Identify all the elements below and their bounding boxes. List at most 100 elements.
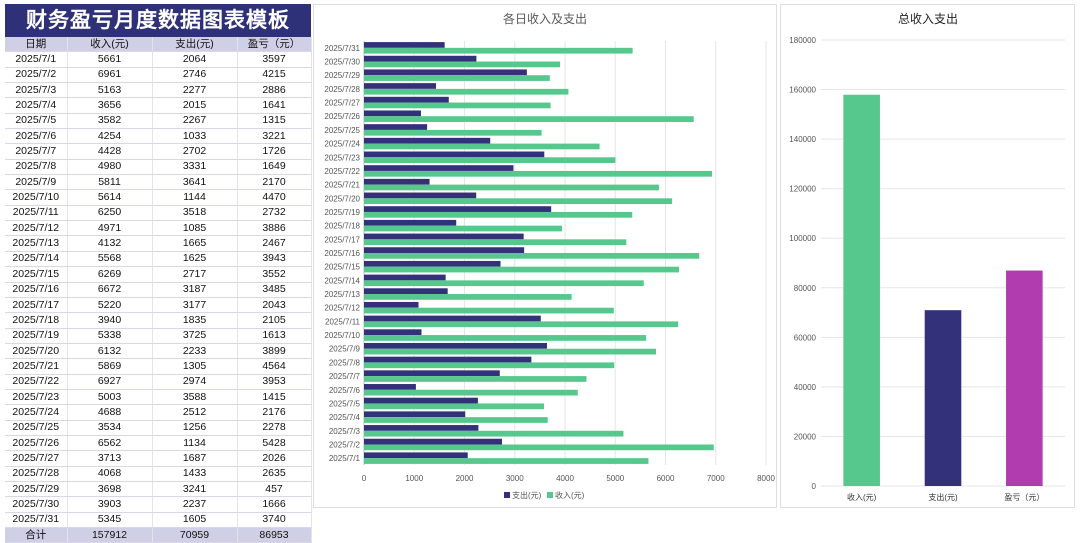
income-bar [364, 266, 680, 273]
category-label: 2025/7/7 [329, 372, 361, 381]
income-bar [364, 430, 624, 437]
table-cell: 3886 [237, 220, 312, 237]
table-row: 2025/7/28 4068 1433 2635 [5, 466, 312, 482]
table-cell: 4980 [67, 159, 153, 176]
table-cell: 1315 [237, 113, 312, 130]
y-tick-label: 80000 [794, 284, 817, 293]
table-cell: 4688 [67, 404, 153, 421]
table-row: 2025/7/13 4132 1665 2467 [5, 235, 312, 252]
y-tick-label: 160000 [789, 86, 816, 95]
table-cell: 1085 [152, 220, 238, 237]
daily-income-expense-chart: 各日收入及支出 2025/7/1 2025/7/2 2025/7/3 2025/7/4… [313, 4, 777, 508]
table-cell: 5614 [67, 189, 153, 206]
table-cell: 2025/7/11 [5, 205, 68, 222]
x-tick-label: 2000 [456, 474, 474, 483]
table-row: 2025/7/5 3582 2267 1315 [5, 113, 312, 130]
category-label: 2025/7/31 [324, 44, 360, 53]
table-cell: 2025/7/3 [5, 82, 68, 99]
table-cell: 3241 [152, 481, 238, 498]
table-row: 2025/7/10 5614 1144 4470 [5, 189, 312, 206]
y-tick-label: 180000 [789, 36, 816, 45]
table-cell: 2025/7/8 [5, 159, 68, 176]
expense-bar [364, 219, 457, 226]
table-cell: 2025/7/24 [5, 404, 68, 421]
table-row: 2025/7/21 5869 1305 4564 [5, 358, 312, 375]
total-bar [924, 310, 962, 486]
table-cell: 3582 [67, 113, 153, 130]
table-cell: 1665 [152, 235, 238, 252]
table-cell: 6269 [67, 266, 153, 283]
table-cell: 5811 [67, 174, 153, 191]
table-cell: 2064 [152, 51, 238, 68]
table-row: 2025/7/9 5811 3641 2170 [5, 174, 312, 191]
x-tick-label: 5000 [606, 474, 624, 483]
table-cell: 3903 [67, 496, 153, 513]
table-cell: 3656 [67, 97, 153, 114]
table-cell: 1415 [237, 389, 312, 406]
data-table-panel: 财务盈亏月度数据图表模板 日期 收入(元) 支出(元) 盈亏（元） 2025/7/1 5… [5, 4, 312, 543]
category-label: 2025/7/2 [329, 440, 361, 449]
total-income-expense-svg: 总收入支出 0 20000 40000 60000 80000 100000 120000 1… [789, 12, 1065, 502]
table-cell: 2025/7/10 [5, 189, 68, 206]
table-header-cell: 支出(元) [152, 37, 238, 53]
table-cell: 2237 [152, 496, 238, 513]
table-cell: 3940 [67, 312, 153, 329]
expense-bar [364, 151, 545, 158]
daily-income-expense-svg: 各日收入及支出 2025/7/1 2025/7/2 2025/7/3 2025/7/4… [324, 11, 775, 500]
expense-bar [364, 274, 446, 281]
daily-data-table: 日期 收入(元) 支出(元) 盈亏（元） 2025/7/1 5661 2064 3597 20… [5, 37, 312, 543]
table-cell: 6927 [67, 374, 153, 390]
income-bar [364, 294, 572, 300]
expense-bar [364, 69, 527, 76]
table-row: 2025/7/22 6927 2974 3953 [5, 374, 312, 390]
table-cell: 4971 [67, 220, 153, 237]
income-bar [364, 348, 657, 355]
table-cell: 1835 [152, 312, 238, 329]
table-cell: 2512 [152, 404, 238, 421]
table-cell: 2025/7/21 [5, 358, 68, 375]
table-cell: 2267 [152, 113, 238, 130]
expense-bar [364, 452, 468, 459]
table-row: 2025/7/19 5338 3725 1613 [5, 328, 312, 344]
category-label: 收入(元) [847, 492, 877, 502]
income-bar [364, 102, 551, 109]
category-label: 2025/7/11 [325, 317, 361, 326]
chart-title: 总收入支出 [898, 12, 958, 26]
table-cell: 1687 [152, 450, 238, 467]
table-cell: 3331 [152, 159, 238, 176]
table-cell: 3552 [237, 266, 312, 283]
legend-swatch-income [547, 492, 553, 498]
y-tick-label: 120000 [789, 185, 816, 194]
income-bar [364, 403, 544, 410]
table-row: 2025/7/4 3656 2015 1641 [5, 97, 312, 114]
table-cell: 2025/7/1 [5, 51, 68, 68]
expense-bar [364, 301, 419, 308]
table-row: 2025/7/11 6250 3518 2732 [5, 205, 312, 222]
table-total-cell: 70959 [152, 527, 238, 543]
table-row: 2025/7/25 3534 1256 2278 [5, 420, 312, 436]
table-cell: 2025/7/14 [5, 251, 68, 268]
income-bar [364, 362, 615, 369]
table-cell: 2025/7/19 [5, 328, 68, 344]
category-label: 2025/7/3 [329, 427, 361, 436]
table-cell: 1605 [152, 512, 238, 529]
table-row: 2025/7/30 3903 2237 1666 [5, 496, 312, 513]
income-bar [364, 321, 679, 328]
table-cell: 1613 [237, 328, 312, 344]
table-cell: 1305 [152, 358, 238, 375]
table-cell: 3725 [152, 328, 238, 344]
income-bar [364, 88, 569, 95]
table-cell: 2025/7/23 [5, 389, 68, 406]
expense-bar [364, 124, 428, 130]
table-cell: 3740 [237, 512, 312, 529]
table-row: 2025/7/31 5345 1605 3740 [5, 512, 312, 529]
table-cell: 2277 [152, 82, 238, 99]
category-label: 2025/7/30 [324, 58, 360, 67]
table-cell: 2278 [237, 420, 312, 436]
table-cell: 1433 [152, 466, 238, 482]
table-cell: 4068 [67, 466, 153, 482]
table-header-cell: 收入(元) [67, 37, 153, 53]
table-cell: 2717 [152, 266, 238, 283]
table-row: 2025/7/14 5568 1625 3943 [5, 251, 312, 268]
table-cell: 4428 [67, 143, 153, 160]
